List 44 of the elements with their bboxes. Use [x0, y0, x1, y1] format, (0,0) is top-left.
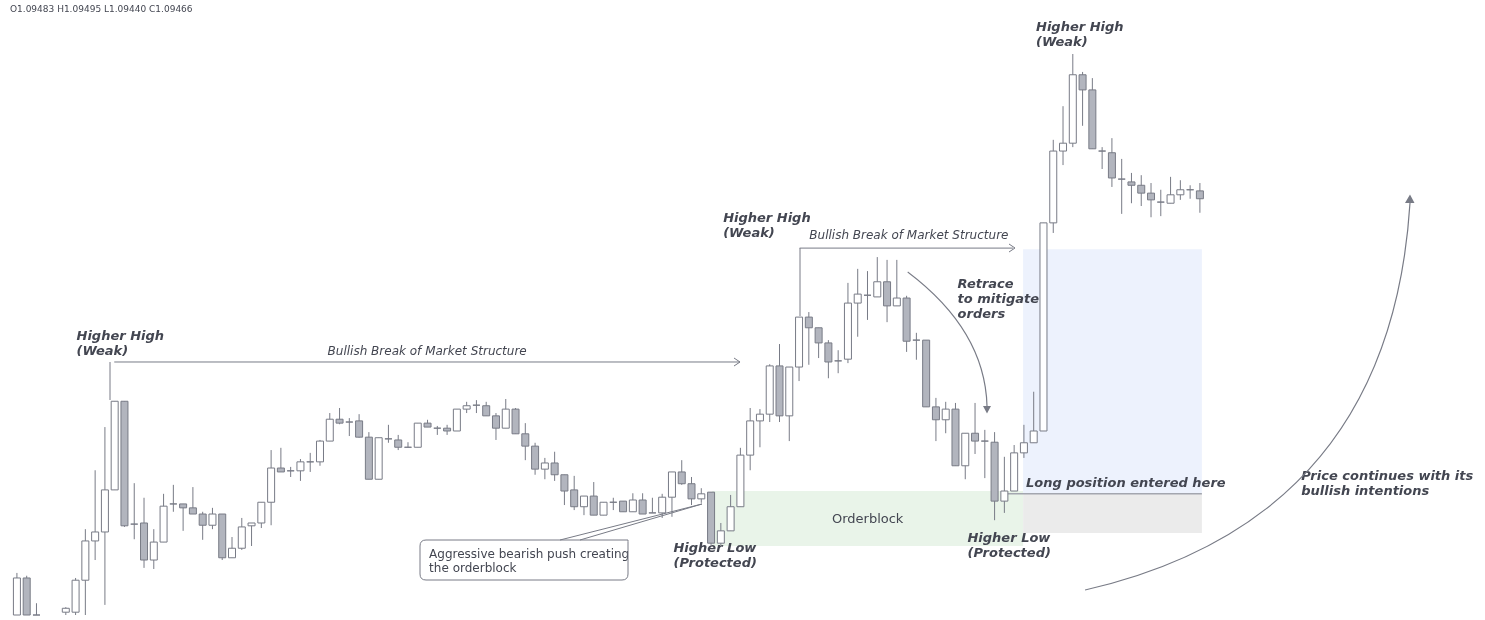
candlestick	[1059, 105, 1068, 166]
candlestick	[443, 424, 452, 436]
band-label: Orderblock	[831, 510, 904, 526]
candlestick	[853, 268, 862, 338]
candlestick	[296, 458, 305, 482]
annotation: Higher Low (Protected)	[967, 530, 1052, 560]
candlestick	[32, 602, 41, 616]
candlestick	[355, 413, 364, 439]
candlestick	[755, 408, 764, 448]
candlestick	[834, 349, 843, 374]
candlestick	[1117, 158, 1126, 215]
candlestick	[658, 493, 667, 519]
candlestick	[130, 482, 139, 540]
candlestick	[188, 486, 197, 515]
annotation: Retrace to mitigate orders	[957, 276, 1040, 321]
candlestick	[228, 536, 237, 559]
ref-line-label: Bullish Break of Market Structure	[809, 228, 1009, 243]
annotation: Higher High (Weak)	[76, 328, 165, 358]
candlestick	[931, 397, 940, 442]
candlestick	[873, 256, 882, 298]
text: Higher High (Weak)	[1036, 19, 1124, 49]
ref-line-label: Long position entered here	[1026, 474, 1226, 490]
candlestick	[1019, 424, 1028, 459]
annotation: Aggressive bearish push creating the orderblock	[429, 547, 630, 575]
text: O1.09483 H1.09495 L1.09440 C1.09466	[9, 4, 193, 14]
candlestick	[169, 484, 178, 513]
text: Price continues with its bullish intentions	[1301, 468, 1474, 498]
annotation: Higher Low (Protected)	[673, 540, 758, 570]
candlestick	[980, 429, 989, 479]
candlestick	[1156, 189, 1165, 217]
candlestick	[971, 402, 980, 455]
candlestick	[276, 447, 285, 473]
candlestick	[579, 495, 588, 516]
candlestick	[179, 503, 188, 532]
candlestick	[1195, 182, 1204, 214]
candlestick	[1147, 182, 1156, 218]
ref-line-label: Bullish Break of Market Structure	[327, 343, 527, 358]
candlestick	[912, 332, 921, 361]
candlestick	[237, 517, 246, 551]
candlestick	[316, 439, 324, 467]
candlestick	[1098, 146, 1107, 170]
candlestick	[648, 497, 657, 514]
candlestick	[531, 442, 540, 476]
candlestick	[491, 412, 500, 441]
